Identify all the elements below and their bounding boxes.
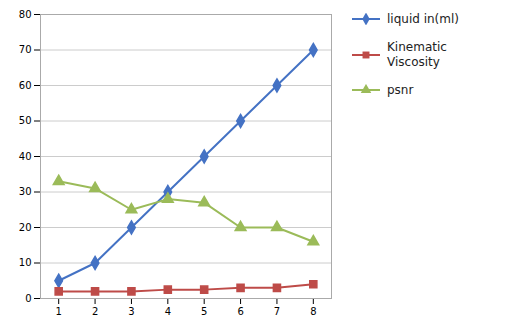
html-text:psnr: psnr xyxy=(387,83,414,98)
svg-text:6: 6 xyxy=(237,306,243,317)
html-text:Kinematic Viscosity: Kinematic Viscosity xyxy=(387,40,447,69)
svg-text:60: 60 xyxy=(19,80,32,91)
svg-text:2: 2 xyxy=(92,306,98,317)
svg-text:20: 20 xyxy=(19,222,32,233)
svg-text:30: 30 xyxy=(19,186,32,197)
svg-text:80: 80 xyxy=(19,9,32,20)
svg-text:10: 10 xyxy=(19,257,32,268)
svg-text:70: 70 xyxy=(19,44,32,55)
svg-text:1: 1 xyxy=(56,306,62,317)
svg-text:4: 4 xyxy=(165,306,171,317)
html-text:liquid in(ml): liquid in(ml) xyxy=(387,12,459,26)
svg-text:0: 0 xyxy=(25,293,31,304)
svg-text:7: 7 xyxy=(274,306,280,317)
svg-text:5: 5 xyxy=(201,306,207,317)
svg-text:3: 3 xyxy=(128,306,134,317)
svg-text:40: 40 xyxy=(19,151,32,162)
svg-text:50: 50 xyxy=(19,115,32,126)
svg-text:8: 8 xyxy=(310,306,316,317)
